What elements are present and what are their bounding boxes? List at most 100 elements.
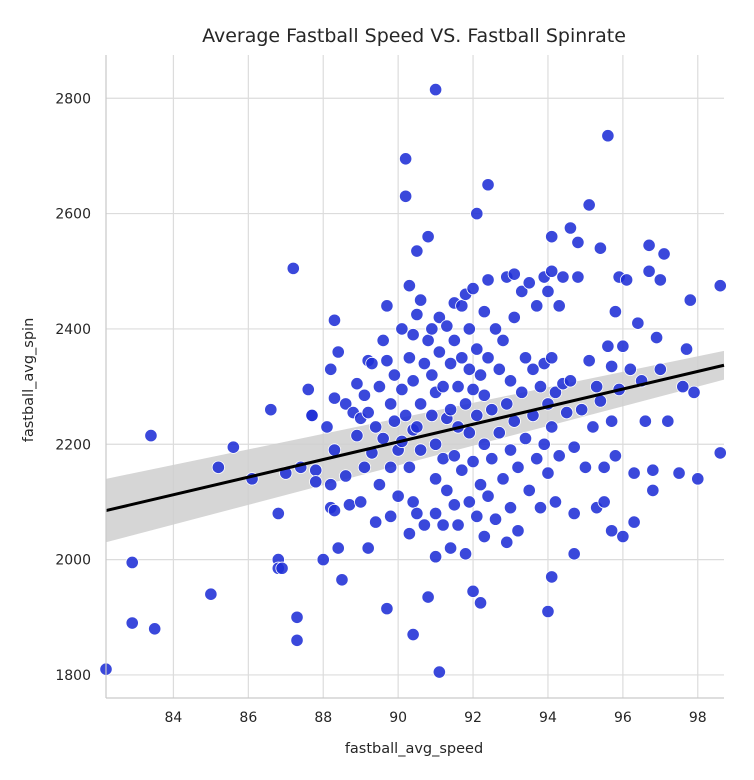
data-point [204, 587, 218, 601]
y-tick-label: 2800 [55, 91, 91, 107]
data-point [211, 460, 225, 474]
data-point [578, 460, 593, 474]
data-point [485, 403, 499, 417]
data-point [432, 345, 446, 359]
data-point [537, 437, 551, 451]
data-point [354, 495, 368, 509]
data-point [376, 333, 390, 348]
data-point [481, 178, 495, 192]
data-point [447, 333, 461, 348]
data-point [432, 665, 446, 679]
data-point [428, 437, 443, 451]
data-point [384, 460, 398, 474]
data-point [455, 351, 469, 365]
data-point [503, 501, 518, 515]
data-point [530, 299, 544, 313]
data-point [410, 420, 424, 434]
axis-spines [105, 55, 724, 699]
data-point [406, 627, 420, 642]
data-point [620, 273, 634, 287]
data-point [436, 452, 450, 466]
data-point [414, 397, 428, 411]
data-point [324, 478, 338, 492]
data-point [290, 610, 304, 624]
data-point [672, 466, 686, 480]
data-point [462, 495, 476, 509]
data-point [125, 616, 139, 630]
y-tick-label: 2000 [55, 553, 91, 569]
data-point [552, 449, 566, 463]
data-point [627, 466, 641, 480]
data-point [541, 466, 555, 480]
data-point [582, 198, 596, 212]
data-point [369, 420, 383, 434]
data-point [605, 359, 619, 374]
data-point [541, 284, 555, 299]
x-tick-label: 84 [165, 710, 183, 726]
data-point [406, 374, 420, 388]
data-point [563, 374, 578, 388]
data-point [462, 362, 476, 376]
data-point [436, 518, 450, 532]
data-point [384, 397, 398, 411]
data-point [301, 382, 315, 397]
data-point [496, 333, 510, 348]
data-point [316, 552, 330, 567]
data-point [305, 408, 319, 423]
data-point [518, 431, 533, 446]
data-point [515, 385, 529, 399]
data-point [428, 83, 443, 97]
data-point [466, 382, 480, 397]
data-point [642, 264, 656, 278]
x-tick-label: 98 [689, 710, 707, 726]
data-point [608, 449, 622, 463]
data-point [380, 602, 394, 616]
chart-title: Average Fastball Speed VS. Fastball Spin… [202, 25, 626, 47]
data-point [533, 501, 548, 515]
data-point [264, 403, 278, 417]
data-point [440, 319, 454, 333]
data-point [616, 529, 630, 544]
data-point [481, 273, 495, 287]
regression-line-group [105, 363, 725, 513]
y-tick-labels: 1800 2000 2200 2400 2600 2800 [55, 91, 91, 684]
data-point [380, 354, 394, 368]
x-tick-label: 94 [539, 710, 557, 726]
data-point [428, 472, 443, 486]
data-point [713, 446, 727, 460]
data-point [485, 452, 499, 466]
data-point [567, 440, 581, 454]
data-point [567, 547, 581, 561]
data-point [339, 469, 353, 483]
data-point [399, 152, 413, 166]
data-point [530, 452, 544, 466]
data-point [286, 261, 300, 275]
data-point [342, 498, 357, 512]
data-point [567, 506, 581, 521]
data-point [462, 426, 476, 440]
data-point [451, 379, 465, 394]
data-point [661, 414, 675, 428]
data-point [687, 385, 701, 399]
data-point [653, 362, 667, 376]
data-point [470, 206, 484, 221]
data-point [511, 460, 525, 474]
data-point [545, 264, 559, 278]
data-point [533, 379, 548, 394]
data-point [410, 506, 424, 521]
data-point [458, 547, 473, 561]
data-point [144, 429, 158, 443]
data-point [466, 281, 480, 296]
y-tick-label: 1800 [55, 668, 91, 684]
data-point [575, 403, 589, 417]
data-point [473, 596, 488, 610]
x-tick-label: 96 [614, 710, 632, 726]
data-point [605, 414, 619, 428]
x-tick-label: 88 [314, 710, 332, 726]
data-point [451, 518, 465, 532]
data-point [406, 495, 420, 509]
data-point [601, 129, 615, 143]
data-point [226, 440, 240, 454]
data-point [376, 431, 390, 446]
